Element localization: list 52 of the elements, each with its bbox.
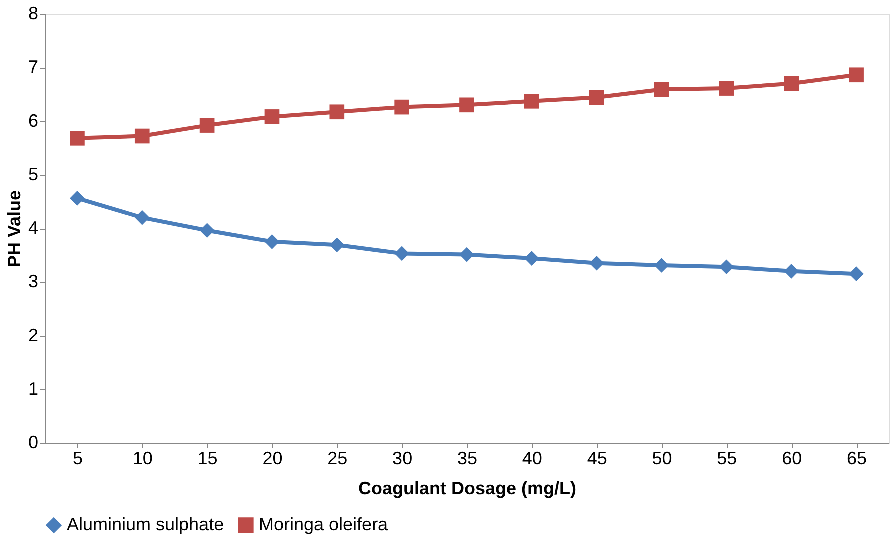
y-tick-label: 8	[28, 4, 38, 24]
x-tick-label: 30	[392, 448, 413, 468]
x-tick-label: 45	[587, 448, 608, 468]
point	[654, 82, 670, 98]
point	[719, 260, 734, 275]
y-tick-label: 4	[28, 218, 38, 238]
point	[134, 210, 150, 226]
point	[264, 234, 280, 250]
x-tick-label: 5	[72, 448, 83, 468]
point	[330, 238, 345, 253]
x-tick-label: 35	[457, 448, 478, 468]
y-axis-title: PH Value	[4, 190, 24, 268]
x-tick-label: 65	[847, 448, 868, 468]
point	[264, 110, 280, 124]
y-tick-label: 0	[28, 432, 38, 452]
y-tick-label: 5	[28, 164, 38, 184]
x-tick-label: 10	[132, 448, 153, 468]
x-tick-label: 15	[198, 448, 218, 468]
x-tick-label: 40	[522, 448, 542, 468]
point	[200, 118, 215, 133]
x-tick-label: 25	[328, 448, 348, 468]
point	[394, 100, 410, 115]
y-tick-label: 6	[28, 110, 38, 131]
y-tick-label: 7	[28, 57, 38, 78]
point	[719, 81, 734, 96]
point	[784, 76, 800, 92]
point	[330, 104, 345, 120]
y-tick-label: 3	[28, 272, 38, 292]
point	[589, 256, 604, 271]
point	[524, 251, 540, 266]
point	[524, 94, 540, 109]
x-axis-title: Coagulant Dosage (mg/L)	[358, 478, 577, 498]
point	[394, 246, 410, 262]
point	[460, 247, 474, 262]
point	[70, 191, 85, 206]
legend-label: Aluminium sulphate	[67, 514, 224, 534]
y-tick-label: 2	[28, 325, 38, 346]
point	[134, 128, 150, 144]
x-tick-label: 55	[717, 448, 738, 468]
point	[654, 258, 670, 273]
point	[849, 68, 864, 83]
x-tick-label: 20	[262, 448, 283, 468]
point	[70, 130, 85, 146]
y-tick-label: 1	[28, 378, 38, 399]
point	[460, 98, 474, 113]
legend-label: Moringa oleifera	[259, 514, 390, 534]
point	[200, 223, 215, 238]
point	[784, 264, 800, 279]
point	[849, 266, 864, 282]
x-tick-label: 50	[652, 448, 672, 468]
x-tick-label: 60	[782, 448, 802, 468]
point	[589, 90, 604, 106]
